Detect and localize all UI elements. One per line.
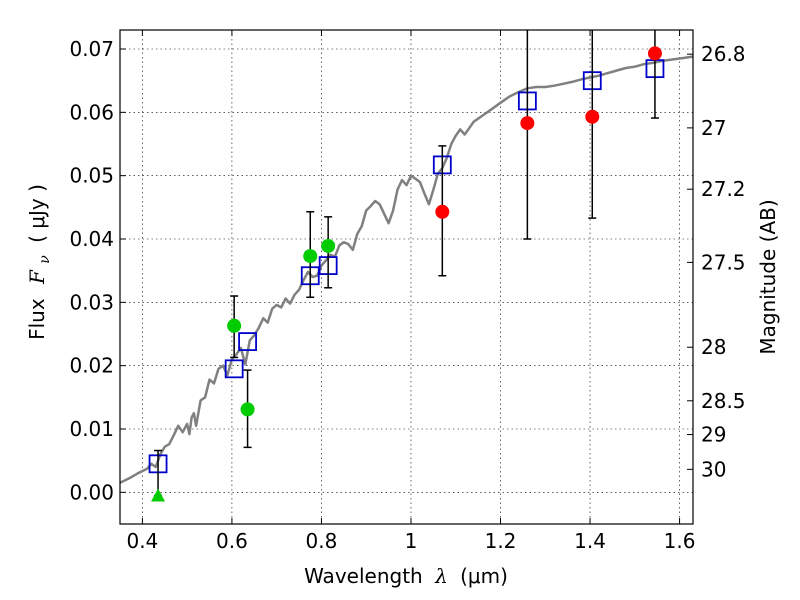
y2-tick-label: 27.5: [701, 250, 746, 274]
y-tick-labels: 0.00 0.01 0.02 0.03 0.04 0.05 0.06 0.07: [69, 37, 114, 504]
x-axis-label: Wavelength λ (μm): [304, 564, 508, 588]
observed-flux-point: [321, 238, 336, 253]
model-flux-square: [238, 332, 257, 352]
axes-frame: [119, 29, 694, 525]
y-tick-label: 0.03: [69, 290, 114, 314]
y2-tick-label: 29: [701, 423, 726, 447]
x-tick-label: 0.8: [306, 529, 338, 553]
y2-tick-label: 27.2: [701, 177, 746, 201]
y-axis-label-text: Flux: [25, 298, 49, 340]
observed-flux-point: [303, 249, 318, 264]
plot-area: [120, 30, 693, 502]
x-tick-label: 1.2: [485, 529, 517, 553]
y-tick-label: 0.06: [69, 100, 114, 124]
y2-tick-label: 28: [701, 335, 726, 359]
y-axis-label-unit: ( μJy ): [25, 184, 49, 243]
observed-flux-point: [240, 402, 255, 417]
plot-marks: [120, 30, 693, 502]
model-flux-square: [224, 359, 244, 379]
y2-tick-labels: 26.8 27 27.2 27.5 28 28.5 29 30: [701, 42, 746, 481]
y2-tick-label: 27: [701, 116, 726, 140]
observed-flux-point: [647, 46, 662, 61]
y-tick-label: 0.04: [69, 227, 114, 251]
x-axis-label-unit: (μm): [460, 564, 508, 588]
observed-flux-point: [585, 109, 600, 124]
upper-limit-triangle: [151, 488, 166, 502]
y-tick-label: 0.07: [69, 37, 114, 61]
x-tick-label: 1.6: [664, 529, 696, 553]
y2-tick-label: 28.5: [701, 389, 746, 413]
y-tick-label: 0.05: [69, 164, 114, 188]
x-axis-label-text: Wavelength: [304, 564, 423, 588]
grid-lines: [120, 30, 693, 524]
y-axis-label-subscript: ν: [37, 255, 53, 264]
y2-axis-label: Magnitude (AB): [756, 199, 780, 354]
y-axis-label: Flux F ν ( μJy ): [25, 184, 54, 340]
x-tick-label: 0.6: [216, 529, 248, 553]
tick-marks: [120, 30, 693, 524]
x-tick-label: 1: [405, 529, 418, 553]
y-tick-label: 0.01: [69, 417, 114, 441]
y-axis-label-symbol: F: [25, 269, 49, 285]
y-tick-label: 0.02: [69, 354, 114, 378]
observed-flux-point: [520, 116, 535, 131]
template-spectrum-line: [120, 55, 693, 484]
x-tick-labels: 0.4 0.6 0.8 1 1.2 1.4 1.6: [126, 529, 695, 553]
observed-flux-point: [227, 318, 242, 333]
y2-tick-label: 26.8: [701, 42, 746, 66]
y-tick-label: 0.00: [69, 480, 114, 504]
x-axis-label-symbol: λ: [434, 564, 448, 588]
x-tick-label: 1.4: [574, 529, 606, 553]
y2-tick-label: 30: [701, 457, 726, 481]
x-tick-label: 0.4: [126, 529, 158, 553]
observed-flux-point: [435, 204, 450, 219]
